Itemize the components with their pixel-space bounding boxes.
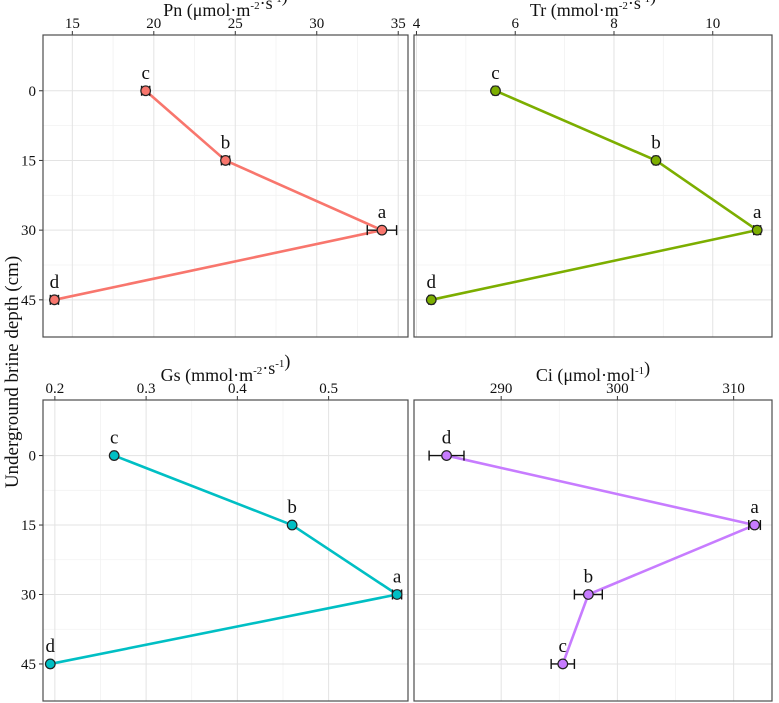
data-point xyxy=(557,658,569,670)
significance-letter: d xyxy=(427,272,437,293)
y-tick-label: 45 xyxy=(21,293,36,309)
panel-border xyxy=(42,399,409,702)
significance-letter: b xyxy=(584,566,594,587)
panel-1: 15 20 25 30 35 0 15 30 45 Pn (μmol·m-2·s-1) c b a d xyxy=(21,0,409,338)
data-point xyxy=(49,294,60,306)
panel-title: Tr (mmol·m-2·s-1) xyxy=(530,0,656,21)
significance-letter: d xyxy=(50,272,60,293)
y-tick-label: 30 xyxy=(21,587,36,603)
data-point xyxy=(391,589,403,600)
x-tick-label: 20 xyxy=(146,16,161,32)
x-tick-label: 6 xyxy=(511,16,519,32)
data-point xyxy=(108,450,120,461)
x-tick-label: 310 xyxy=(722,381,745,397)
data-point xyxy=(140,85,152,97)
panel-4: 290 300 310 Ci (μmol·mol-1) d a b c xyxy=(413,358,773,702)
significance-letter: c xyxy=(110,428,118,449)
data-point xyxy=(749,519,760,531)
significance-letter: a xyxy=(753,202,762,223)
x-tick-label: 0.2 xyxy=(45,381,64,397)
data-point xyxy=(490,85,501,97)
data-point xyxy=(376,224,388,236)
significance-letter: b xyxy=(221,132,231,153)
significance-letter: a xyxy=(393,566,402,587)
x-tick-label: 30 xyxy=(309,16,324,32)
x-tick-label: 25 xyxy=(228,16,243,32)
data-point xyxy=(286,519,298,531)
significance-letter: a xyxy=(750,497,759,518)
series-line xyxy=(50,454,399,666)
significance-letter: a xyxy=(378,202,387,223)
series-line xyxy=(431,89,759,302)
data-point xyxy=(650,155,662,166)
x-tick-label: 290 xyxy=(490,381,513,397)
data-point xyxy=(44,658,56,670)
x-tick-label: 0.5 xyxy=(319,381,338,397)
significance-letter: b xyxy=(287,497,297,518)
panel-3: 0.2 0.3 0.4 0.5 0 15 30 45 Gs (mmol·m-2·s-1) c b a d xyxy=(21,351,409,702)
significance-letter: b xyxy=(651,132,661,153)
panel-2: 4 6 8 10 Tr (mmol·m-2·s-1) c b a d xyxy=(413,0,773,338)
y-tick-label: 30 xyxy=(21,223,36,239)
significance-letter: c xyxy=(559,636,567,657)
y-tick-label: 45 xyxy=(21,657,36,673)
x-tick-label: 8 xyxy=(610,16,618,32)
data-point xyxy=(582,589,594,600)
y-tick-label: 15 xyxy=(21,153,36,169)
x-tick-label: 0.4 xyxy=(228,381,247,397)
panel-title: Gs (mmol·m-2·s-1) xyxy=(161,351,291,386)
y-tick-label: 0 xyxy=(29,449,37,465)
significance-letter: d xyxy=(46,636,56,657)
x-tick-label: 300 xyxy=(606,381,629,397)
panel-title: Ci (μmol·mol-1) xyxy=(536,358,650,386)
series-line xyxy=(54,89,384,302)
x-tick-label: 35 xyxy=(391,16,406,32)
significance-letter: c xyxy=(491,63,499,84)
data-point xyxy=(220,155,231,166)
panel-border xyxy=(42,34,409,338)
panel-border xyxy=(413,399,773,702)
x-tick-label: 0.3 xyxy=(137,381,156,397)
x-tick-label: 15 xyxy=(65,16,80,32)
panel-border xyxy=(413,34,773,338)
series-line xyxy=(446,454,756,665)
panel-title: Pn (μmol·m-2·s-1) xyxy=(163,0,288,21)
x-tick-label: 4 xyxy=(413,16,421,32)
y-axis-label: Underground brine depth (cm) xyxy=(2,256,23,488)
data-point xyxy=(425,294,437,306)
y-tick-label: 0 xyxy=(29,84,37,100)
significance-letter: c xyxy=(141,63,149,84)
x-tick-label: 10 xyxy=(705,16,720,32)
data-point xyxy=(441,450,452,461)
significance-letter: d xyxy=(442,428,452,449)
y-tick-label: 15 xyxy=(21,518,36,534)
data-point xyxy=(751,224,763,236)
